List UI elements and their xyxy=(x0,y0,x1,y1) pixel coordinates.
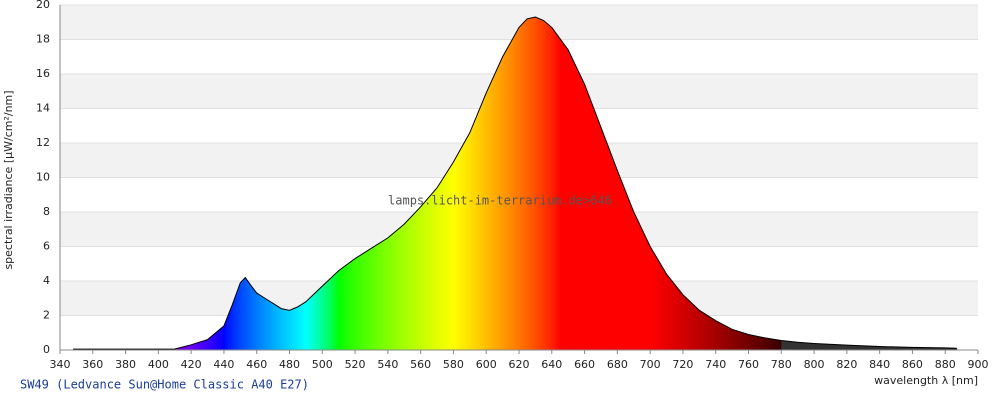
watermark: lamps.licht-im-terrarium.de>646 xyxy=(388,194,612,208)
x-tick-label: 580 xyxy=(443,358,464,371)
y-tick-label: 16 xyxy=(36,67,50,80)
y-tick-label: 4 xyxy=(43,274,50,287)
x-tick-label: 840 xyxy=(869,358,890,371)
x-tick-label: 520 xyxy=(345,358,366,371)
y-tick-label: 8 xyxy=(43,205,50,218)
x-tick-label: 800 xyxy=(804,358,825,371)
x-tick-label: 420 xyxy=(181,358,202,371)
x-tick-label: 540 xyxy=(377,358,398,371)
x-tick-label: 480 xyxy=(279,358,300,371)
y-axis-label: spectral irradiance [µW/cm²/nm] xyxy=(2,90,15,269)
y-tick-label: 18 xyxy=(36,33,50,46)
x-tick-label: 600 xyxy=(476,358,497,371)
x-tick-label: 620 xyxy=(509,358,530,371)
x-tick-label: 660 xyxy=(574,358,595,371)
y-tick-label: 0 xyxy=(43,343,50,356)
x-tick-label: 500 xyxy=(312,358,333,371)
x-tick-label: 440 xyxy=(213,358,234,371)
x-tick-label: 380 xyxy=(115,358,136,371)
x-tick-label: 820 xyxy=(836,358,857,371)
y-tick-label: 10 xyxy=(36,171,50,184)
chart-title: SW49 (Ledvance Sun@Home Classic A40 E27) xyxy=(20,378,309,392)
y-tick-label: 2 xyxy=(43,309,50,322)
x-tick-label: 640 xyxy=(541,358,562,371)
x-tick-label: 340 xyxy=(50,358,71,371)
x-tick-label: 680 xyxy=(607,358,628,371)
x-tick-label: 560 xyxy=(410,358,431,371)
x-axis-label: wavelength λ [nm] xyxy=(874,374,978,387)
x-tick-label: 900 xyxy=(968,358,989,371)
x-tick-label: 400 xyxy=(148,358,169,371)
x-tick-label: 740 xyxy=(705,358,726,371)
spectrum-line xyxy=(73,16,957,350)
x-tick-label: 360 xyxy=(82,358,103,371)
x-tick-label: 780 xyxy=(771,358,792,371)
x-tick-label: 760 xyxy=(738,358,759,371)
y-tick-label: 12 xyxy=(36,136,50,149)
x-tick-label: 880 xyxy=(935,358,956,371)
y-tick-label: 20 xyxy=(36,0,50,11)
x-tick-label: 860 xyxy=(902,358,923,371)
x-tick-label: 720 xyxy=(672,358,693,371)
x-tick-label: 460 xyxy=(246,358,267,371)
x-tick-label: 700 xyxy=(640,358,661,371)
y-tick-label: 6 xyxy=(43,240,50,253)
y-tick-label: 14 xyxy=(36,102,50,115)
